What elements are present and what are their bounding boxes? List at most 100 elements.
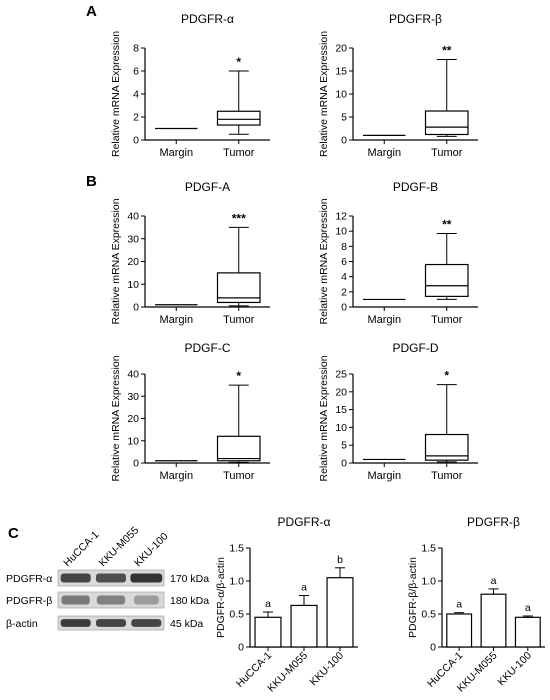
x-category-label: Tumor bbox=[431, 147, 463, 159]
chart-title: PDGFR-α bbox=[181, 12, 234, 26]
significance-marker: * bbox=[236, 55, 241, 69]
lane-label: HuCCA-1 bbox=[61, 529, 101, 569]
y-tick-label: 0 bbox=[133, 458, 139, 470]
y-tick-label: 0 bbox=[341, 135, 347, 147]
y-axis-label: Relative mRNA Expression bbox=[318, 355, 330, 481]
y-tick-label: 20 bbox=[127, 413, 139, 425]
bar bbox=[514, 616, 541, 648]
x-category-label: Tumor bbox=[431, 470, 463, 482]
y-tick-label: 15 bbox=[335, 66, 347, 78]
blot-band bbox=[130, 573, 163, 583]
y-tick-label: 0 bbox=[341, 302, 347, 314]
box-iqr bbox=[424, 263, 469, 297]
bar bbox=[326, 577, 354, 648]
blot-band bbox=[95, 573, 127, 583]
kda-label: 45 kDa bbox=[170, 618, 203, 630]
panel-letter-a: A bbox=[86, 3, 97, 20]
y-tick-label: 4 bbox=[341, 271, 347, 283]
x-category-label: Tumor bbox=[223, 314, 255, 326]
panel-letter-b: B bbox=[86, 173, 97, 190]
blot-band bbox=[96, 595, 126, 605]
y-tick-label: 1.5 bbox=[421, 543, 436, 555]
y-tick-label: 1.0 bbox=[229, 576, 244, 588]
y-tick-label: 8 bbox=[133, 43, 139, 55]
x-category-label: Tumor bbox=[223, 470, 255, 482]
y-tick-label: 20 bbox=[335, 43, 347, 55]
chart-title: PDGFR-β bbox=[389, 12, 442, 26]
group-letter: a bbox=[456, 599, 462, 611]
significance-marker: * bbox=[444, 369, 449, 383]
group-letter: a bbox=[265, 598, 271, 610]
x-category-label: KKU-100 bbox=[495, 650, 534, 689]
chart-title: PDGF-A bbox=[185, 180, 230, 194]
box-iqr bbox=[216, 110, 261, 126]
y-axis-label: Relative mRNA Expression bbox=[110, 31, 122, 157]
y-tick-label: 15 bbox=[335, 404, 347, 416]
y-axis-label: Relative mRNA Expression bbox=[110, 355, 122, 481]
y-tick-label: 0 bbox=[133, 302, 139, 314]
chart-title: PDGFR-α bbox=[278, 515, 331, 529]
y-tick-label: 25 bbox=[335, 369, 347, 381]
significance-marker: * bbox=[236, 369, 241, 383]
chart-pdgf-c-mrna: 0 10 20 30 40 PDGF-C Relative mRNA Expression M… bbox=[110, 341, 270, 482]
y-tick-label: 0 bbox=[430, 642, 436, 654]
y-axis-label: PDGFR-α/β-actin bbox=[215, 557, 227, 638]
y-tick-label: 10 bbox=[335, 89, 347, 101]
y-tick-label: 10 bbox=[335, 226, 347, 238]
x-category-label: Margin bbox=[159, 470, 193, 482]
y-axis-label: PDGFR-β/β-actin bbox=[407, 557, 419, 638]
group-letter: a bbox=[301, 582, 307, 594]
y-tick-label: 20 bbox=[335, 386, 347, 398]
kda-label: 170 kDa bbox=[170, 573, 209, 585]
protein-label: β-actin bbox=[6, 618, 38, 630]
y-tick-label: 30 bbox=[127, 391, 139, 403]
y-axis-label: Relative mRNA Expression bbox=[318, 198, 330, 324]
chart-pdgfr-alpha-mrna: 0 2 4 6 8 PDGFR-α Relative mRNA Expression Marg… bbox=[110, 12, 270, 159]
y-axis-label: Relative mRNA Expression bbox=[110, 198, 122, 324]
blot-band bbox=[60, 573, 91, 583]
bar bbox=[446, 613, 473, 648]
blot-band bbox=[95, 619, 127, 627]
chart-title: PDGF-C bbox=[185, 341, 231, 355]
x-category-label: Margin bbox=[159, 147, 193, 159]
y-tick-label: 4 bbox=[133, 89, 139, 101]
y-tick-label: 40 bbox=[127, 211, 139, 223]
significance-marker: ** bbox=[442, 44, 452, 58]
bar bbox=[290, 604, 318, 648]
y-tick-label: 40 bbox=[127, 369, 139, 381]
y-tick-label: 12 bbox=[335, 211, 347, 223]
y-tick-label: 10 bbox=[127, 435, 139, 447]
chart-pdgfr-beta-mrna: 0 5 10 15 20 PDGFR-β Relative mRNA Expression M… bbox=[318, 12, 478, 159]
chart-title: PDGF-D bbox=[393, 341, 439, 355]
chart-pdgf-d-mrna: 0 5 10 15 20 25 PDGF-D Relative mRNA Expression… bbox=[318, 341, 478, 482]
y-tick-label: 6 bbox=[133, 66, 139, 78]
x-category-label: Margin bbox=[367, 314, 401, 326]
group-letter: a bbox=[491, 575, 497, 587]
chart-title: PDGFR-β bbox=[467, 515, 520, 529]
group-letter: b bbox=[337, 554, 343, 566]
y-tick-label: 0 bbox=[238, 642, 244, 654]
chart-pdgf-a-mrna: 0 10 20 30 40 PDGF-A Relative mRNA Expression M… bbox=[110, 180, 270, 326]
y-tick-label: 10 bbox=[127, 279, 139, 291]
y-tick-label: 8 bbox=[341, 241, 347, 253]
y-tick-label: 20 bbox=[127, 256, 139, 268]
box-iqr bbox=[216, 435, 261, 462]
bar bbox=[254, 616, 282, 648]
group-letter: a bbox=[525, 602, 531, 614]
panel-letter-c: C bbox=[8, 525, 19, 542]
significance-marker: ** bbox=[442, 217, 452, 231]
y-tick-label: 2 bbox=[341, 286, 347, 298]
significance-marker: *** bbox=[232, 211, 246, 225]
y-tick-label: 30 bbox=[127, 233, 139, 245]
blot-band bbox=[61, 595, 90, 605]
y-tick-label: 2 bbox=[133, 112, 139, 124]
blot-band bbox=[60, 619, 91, 627]
y-tick-label: 0.5 bbox=[229, 609, 244, 621]
y-tick-label: 0.5 bbox=[421, 609, 436, 621]
y-tick-label: 6 bbox=[341, 256, 347, 268]
x-category-label: Tumor bbox=[431, 314, 463, 326]
box-iqr bbox=[424, 110, 469, 136]
